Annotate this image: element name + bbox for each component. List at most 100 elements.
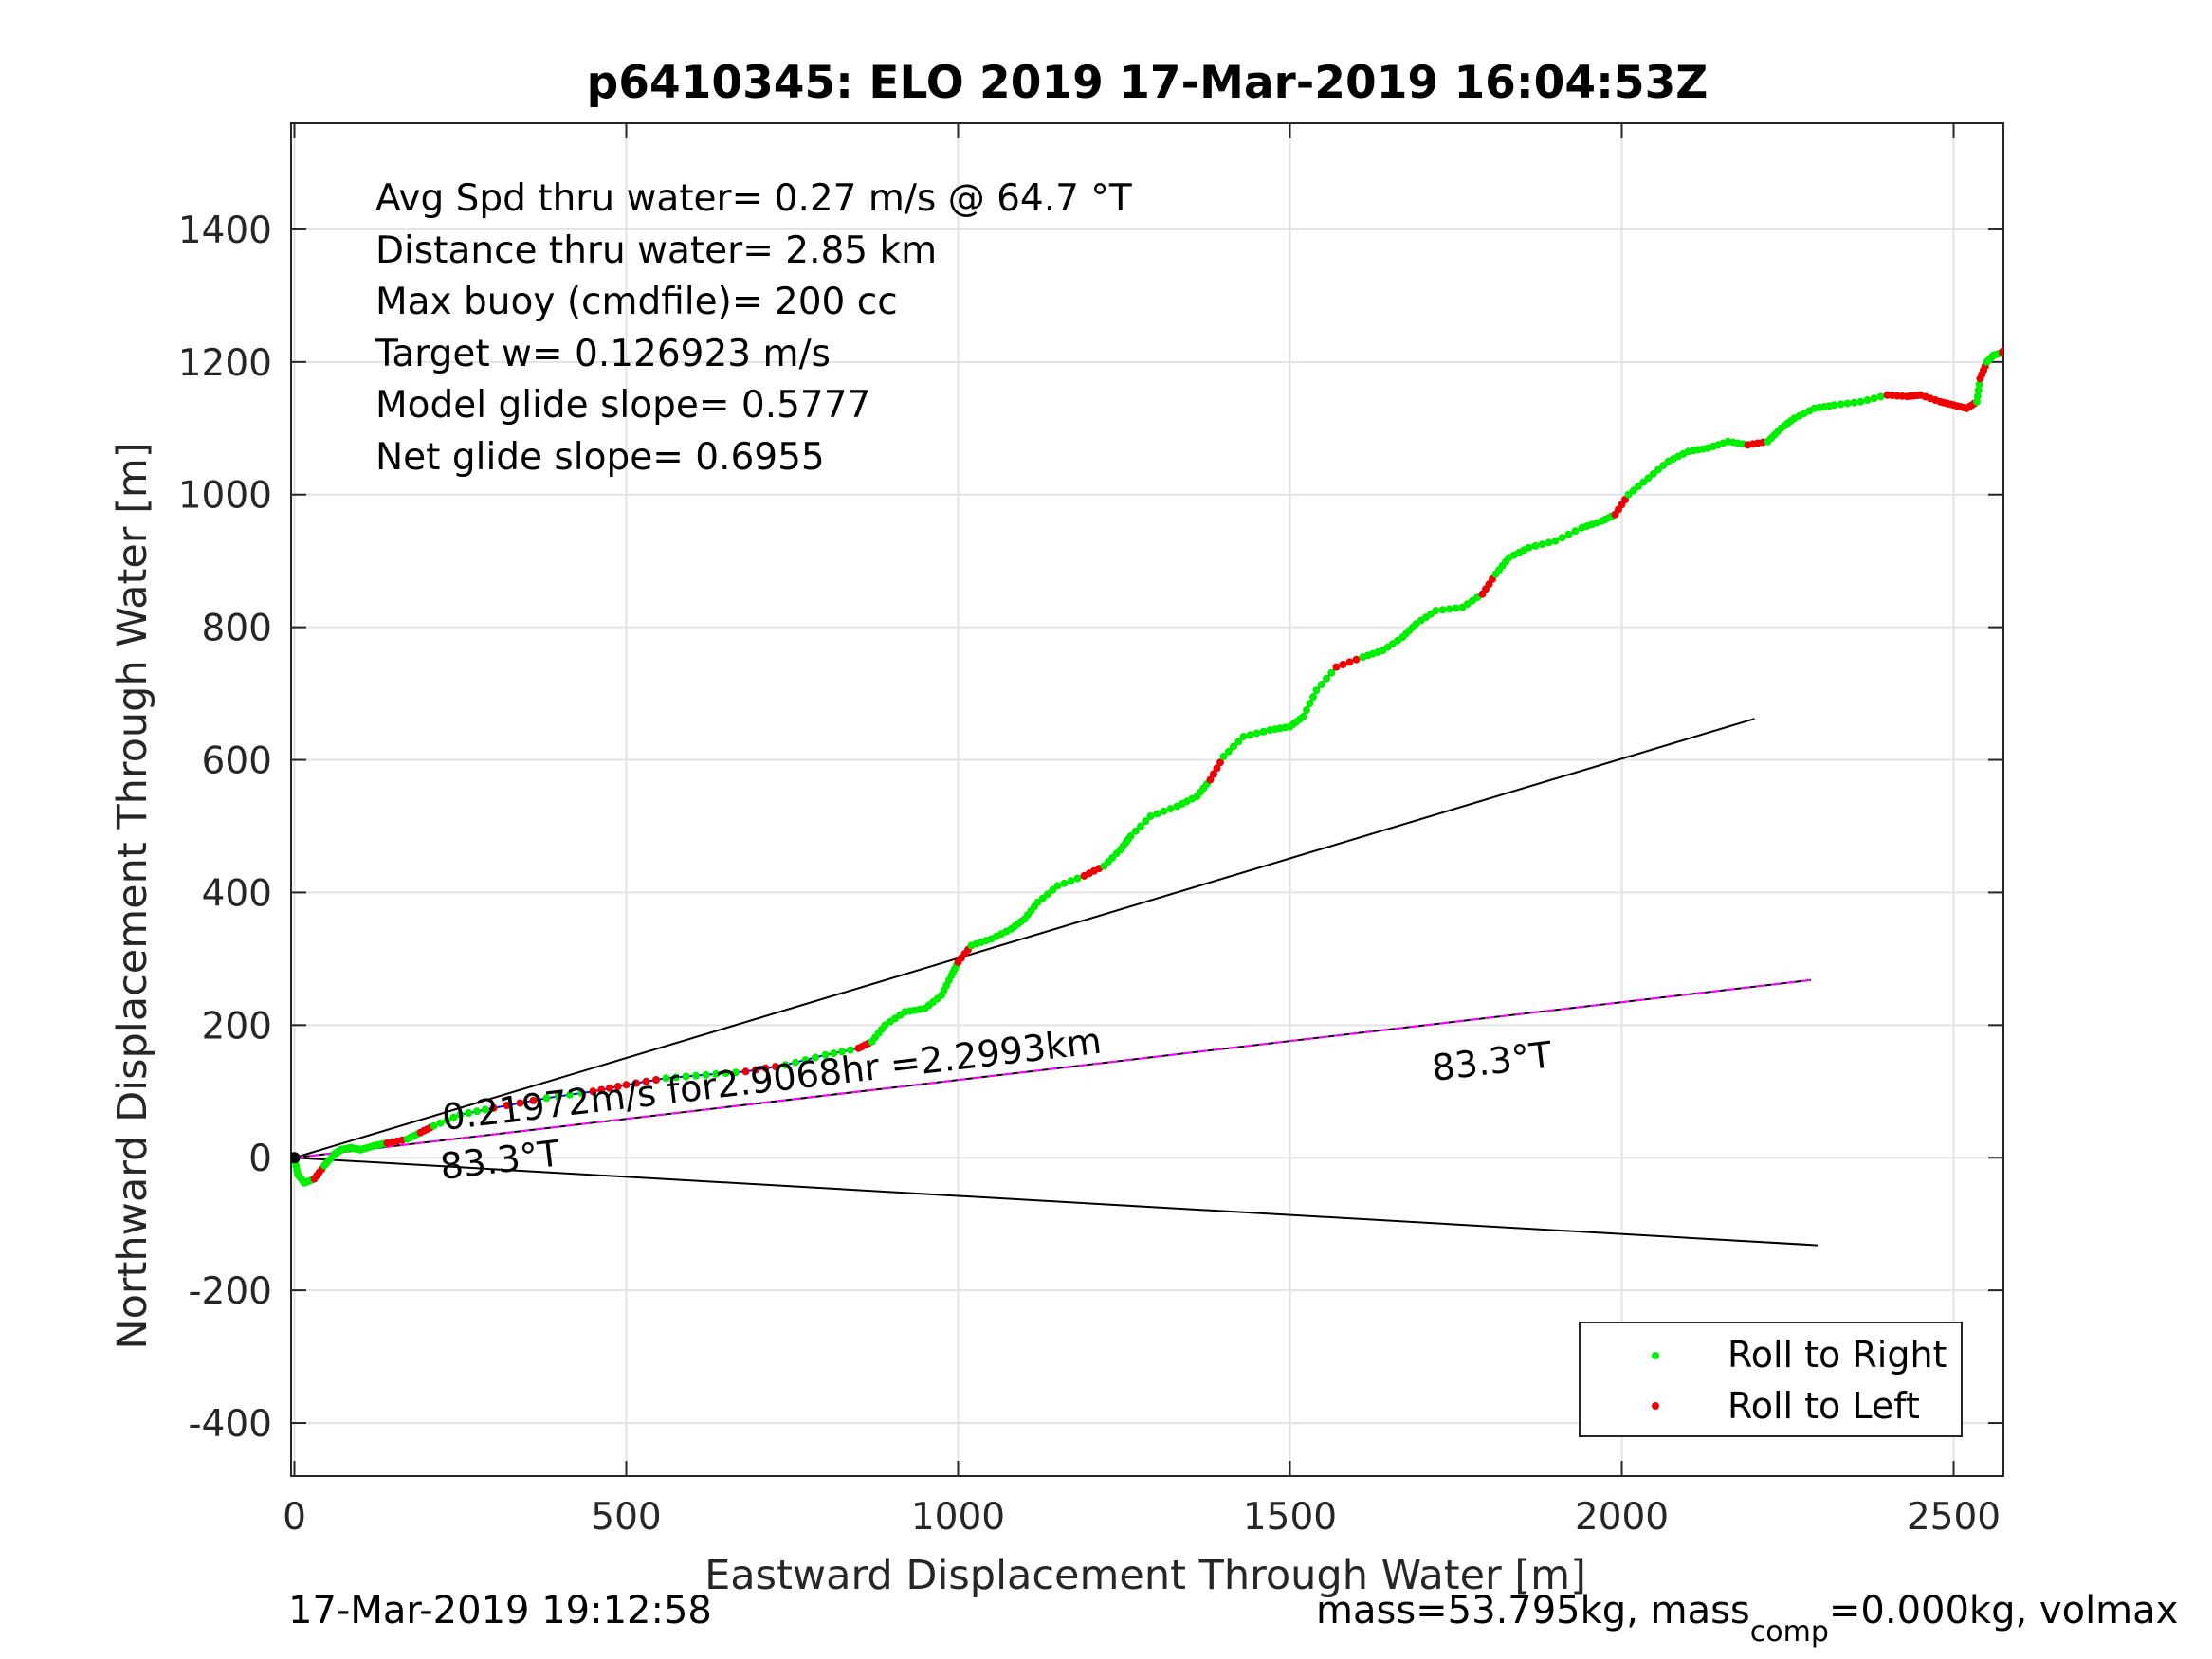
roll-right-marker (1558, 534, 1566, 542)
annotation-target-w: Target w= 0.126923 m/s (375, 333, 831, 375)
roll-left-marker (1332, 663, 1341, 671)
roll-left-marker (589, 1087, 597, 1096)
roll-right-marker (662, 1074, 670, 1083)
roll-right-marker (1126, 832, 1135, 840)
roll-right-marker (1224, 747, 1233, 756)
footer-mass-prefix: mass=53.795kg, mass (1316, 1589, 1750, 1632)
roll-right-marker (1166, 805, 1175, 813)
footer-timestamp: 17-Mar-2019 19:12:58 (288, 1589, 712, 1632)
roll-right-marker (1452, 604, 1460, 612)
roll-left-marker (741, 1067, 750, 1076)
roll-right-marker (1312, 686, 1321, 695)
roll-left-marker (622, 1081, 631, 1089)
roll-right-marker (1299, 713, 1307, 721)
roll-right-marker (801, 1056, 810, 1065)
roll-right-marker (1309, 693, 1317, 702)
roll-left-marker (1210, 770, 1217, 778)
roll-right-marker (1975, 380, 1983, 389)
roll-right-marker (1067, 877, 1075, 885)
legend-label-roll-left: Roll to Left (1728, 1385, 1920, 1427)
y-tick-label: -200 (188, 1270, 272, 1313)
current-line (294, 978, 1812, 1159)
roll-right-marker (1538, 540, 1546, 549)
roll-right-marker (1230, 742, 1237, 751)
roll-right-marker (838, 1048, 846, 1056)
annotation-block: Avg Spd thru water= 0.27 m/s @ 64.7 °T D… (375, 177, 1132, 479)
roll-left-marker (1213, 764, 1221, 773)
roll-right-marker (1160, 807, 1168, 815)
roll-right-marker (1219, 753, 1228, 760)
roll-right-marker (1830, 401, 1838, 410)
roll-left-marker (1999, 347, 2003, 357)
roll-right-marker (1856, 397, 1865, 406)
roll-right-marker (821, 1050, 830, 1059)
roll-right-marker (682, 1072, 690, 1081)
roll-right-marker (1137, 822, 1144, 830)
roll-right-marker (443, 1116, 451, 1124)
roll-left-marker (642, 1077, 650, 1085)
roll-right-marker (846, 1046, 854, 1054)
roll-right-marker (473, 1107, 481, 1116)
grid (291, 123, 2003, 1476)
x-tick-label: 500 (591, 1496, 661, 1539)
y-tick-label: 1000 (178, 475, 272, 518)
roll-right-marker (1973, 397, 1981, 406)
y-tick-label: -400 (188, 1403, 272, 1446)
roll-left-marker (1339, 661, 1347, 668)
roll-right-marker (577, 1089, 586, 1097)
footer-mass-info: mass=53.795kg, masscomp=0.000kg, volmax (1316, 1589, 2178, 1649)
x-axis-label: Eastward Displacement Through Water [m] (704, 1552, 1586, 1599)
roll-right-marker (1551, 537, 1560, 545)
legend-marker-roll-left (1652, 1402, 1659, 1410)
roll-left-marker (503, 1102, 511, 1110)
roll-right-marker (1142, 817, 1150, 826)
y-tick-label: 200 (202, 1005, 272, 1048)
roll-right-marker (554, 1092, 562, 1101)
roll-right-marker (1445, 605, 1453, 613)
roll-right-marker (692, 1071, 700, 1080)
roll-right-marker (1306, 700, 1314, 708)
annotation-net-glide: Net glide slope= 0.6955 (375, 436, 825, 479)
roll-left-marker (1216, 758, 1224, 767)
roll-right-marker (672, 1073, 680, 1082)
roll-right-marker (1635, 483, 1642, 490)
roll-right-marker (1545, 538, 1553, 547)
lower-envelope-line (294, 1157, 1819, 1247)
roll-left-marker (1352, 655, 1361, 664)
roll-right-marker (1644, 474, 1653, 483)
annotation-distance: Distance thru water= 2.85 km (375, 229, 937, 272)
legend-label-roll-right: Roll to Right (1728, 1334, 1947, 1376)
roll-left-marker (772, 1063, 779, 1071)
roll-right-marker (732, 1068, 740, 1077)
roll-right-marker (456, 1110, 465, 1119)
roll-left-marker (761, 1064, 770, 1072)
roll-right-marker (702, 1070, 710, 1079)
roll-left-marker (632, 1079, 640, 1087)
roll-right-marker (1239, 733, 1248, 740)
roll-left-marker (606, 1084, 613, 1092)
roll-right-marker (1973, 392, 1982, 400)
roll-left-marker (613, 1083, 622, 1090)
roll-right-marker (792, 1058, 799, 1066)
roll-markers (291, 347, 2003, 1187)
heading-label-current: 83.3°T (1430, 1033, 1555, 1089)
x-tick-label: 2000 (1575, 1496, 1669, 1539)
x-tick-label: 0 (283, 1496, 306, 1539)
legend: Roll to Right Roll to Left (1579, 1322, 1963, 1437)
roll-right-marker (465, 1109, 473, 1117)
roll-right-marker (1974, 386, 1983, 394)
roll-right-marker (1327, 668, 1336, 677)
annotation-avg-speed: Avg Spd thru water= 0.27 m/s @ 64.7 °T (375, 177, 1132, 220)
roll-right-marker (1837, 400, 1845, 409)
roll-right-marker (1317, 681, 1325, 688)
y-tick-label: 0 (248, 1138, 272, 1180)
axis-ticks: 0 500 1000 1500 2000 2500 -400 -200 0 200 400 600 80… (178, 123, 2003, 1539)
roll-right-marker (1438, 606, 1447, 614)
roll-right-marker (542, 1094, 551, 1103)
roll-right-marker (449, 1113, 458, 1121)
roll-right-marker (430, 1121, 438, 1130)
roll-left-marker (529, 1096, 538, 1104)
annotation-model-glide: Model glide slope= 0.5777 (375, 384, 870, 427)
roll-right-marker (781, 1061, 790, 1069)
roll-left-marker (597, 1085, 606, 1094)
